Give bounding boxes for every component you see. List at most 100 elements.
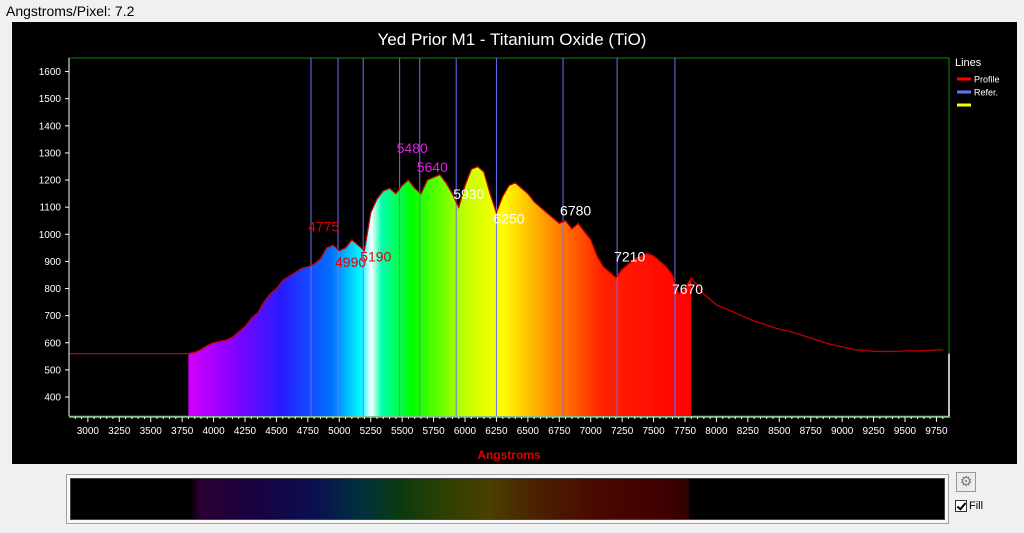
x-tick-label: 8750	[800, 426, 823, 437]
profile-point	[602, 266, 604, 268]
profile-point	[313, 263, 315, 265]
legend-entry-label: Profile	[974, 75, 1000, 85]
y-tick-label: 600	[44, 338, 61, 349]
x-tick-label: 3250	[108, 426, 131, 437]
x-tick-label: 5250	[360, 426, 383, 437]
profile-point	[621, 268, 623, 271]
profile-point	[376, 198, 378, 200]
profile-point	[294, 271, 296, 273]
chart-title: Yed Prior M1 - Titanium Oxide (TiO)	[378, 30, 647, 49]
spectrum-strip-image	[70, 478, 945, 520]
profile-point	[363, 250, 365, 252]
profile-point	[301, 267, 303, 269]
profile-point	[495, 212, 497, 214]
annotation-label: 6780	[560, 202, 591, 218]
profile-point	[470, 168, 472, 170]
profile-point	[514, 182, 516, 184]
x-tick-label: 3000	[77, 426, 100, 437]
profile-point	[715, 304, 718, 306]
x-tick-label: 5500	[391, 426, 414, 437]
profile-point	[319, 258, 321, 260]
profile-point	[929, 349, 931, 351]
profile-point	[200, 349, 202, 351]
profile-point	[609, 271, 611, 273]
profile-point	[282, 279, 284, 281]
profile-point	[904, 350, 906, 352]
profile-line	[69, 165, 943, 355]
profile-point	[552, 217, 554, 219]
profile-point	[891, 350, 894, 353]
profile-point	[684, 287, 686, 290]
profile-point	[458, 206, 460, 208]
profile-point	[640, 255, 642, 257]
profile-point	[577, 222, 579, 224]
y-tick-label: 500	[44, 365, 61, 376]
profile-point	[433, 176, 435, 178]
profile-point	[370, 212, 372, 214]
annotation-label: 4775	[308, 219, 339, 235]
annotation-label: 6250	[493, 210, 524, 226]
profile-point	[389, 187, 391, 189]
profile-point	[546, 212, 548, 214]
profile-point	[288, 275, 290, 277]
profile-point	[420, 193, 422, 195]
profile-point	[275, 287, 277, 290]
profile-point	[307, 266, 309, 268]
profile-point	[816, 339, 818, 341]
profile-point	[257, 312, 259, 314]
fill-checkbox-box[interactable]	[955, 500, 967, 512]
x-tick-label: 3500	[140, 426, 163, 437]
profile-point	[766, 324, 768, 326]
profile-point	[829, 343, 831, 345]
profile-point	[451, 193, 453, 195]
fill-checkbox[interactable]: Fill	[955, 500, 983, 512]
profile-point	[690, 277, 692, 279]
profile-point	[407, 179, 409, 181]
annotation-label: 7210	[614, 248, 645, 264]
profile-point	[634, 258, 636, 260]
profile-point	[414, 187, 416, 189]
x-tick-label: 7500	[642, 426, 665, 437]
x-tick-label: 7000	[580, 426, 603, 437]
x-axis-label: Angstroms	[477, 448, 541, 462]
x-tick-label: 6000	[454, 426, 477, 437]
profile-point	[187, 353, 189, 355]
annotation-label: 5930	[453, 186, 484, 202]
profile-point	[439, 174, 441, 176]
profile-point	[338, 250, 340, 252]
profile-point	[803, 335, 806, 337]
profile-point	[571, 228, 573, 230]
profile-point	[464, 184, 466, 187]
profile-point	[539, 206, 542, 208]
annotation-label: 7670	[672, 281, 703, 297]
profile-point	[502, 195, 504, 197]
profile-point	[590, 239, 592, 241]
profile-point	[357, 244, 359, 246]
y-tick-label: 1000	[39, 230, 62, 241]
profile-point	[231, 336, 233, 338]
y-tick-label: 1300	[39, 148, 62, 159]
x-tick-label: 7250	[611, 426, 634, 437]
profile-point	[728, 309, 730, 311]
profile-point	[778, 328, 780, 330]
x-tick-label: 9250	[862, 426, 885, 437]
profile-point	[213, 342, 215, 344]
profile-point	[521, 187, 523, 189]
profile-point	[841, 346, 843, 348]
annotation-label: 5640	[417, 159, 448, 175]
legend-title: Lines	[955, 57, 982, 69]
x-tick-label: 4750	[297, 426, 320, 437]
profile-point	[565, 220, 567, 222]
y-tick-label: 1600	[39, 67, 62, 78]
profile-point	[508, 184, 510, 187]
profile-point	[426, 179, 428, 181]
profile-point	[351, 239, 353, 241]
y-tick-label: 1500	[39, 94, 62, 105]
profile-point	[583, 231, 586, 233]
legend: Lines Profile Refer.	[955, 57, 1000, 107]
profile-point	[866, 350, 868, 352]
x-tick-label: 6750	[548, 426, 571, 437]
profile-point	[326, 247, 328, 249]
profile-point	[332, 244, 334, 246]
settings-button[interactable]: ⚙	[956, 472, 976, 492]
